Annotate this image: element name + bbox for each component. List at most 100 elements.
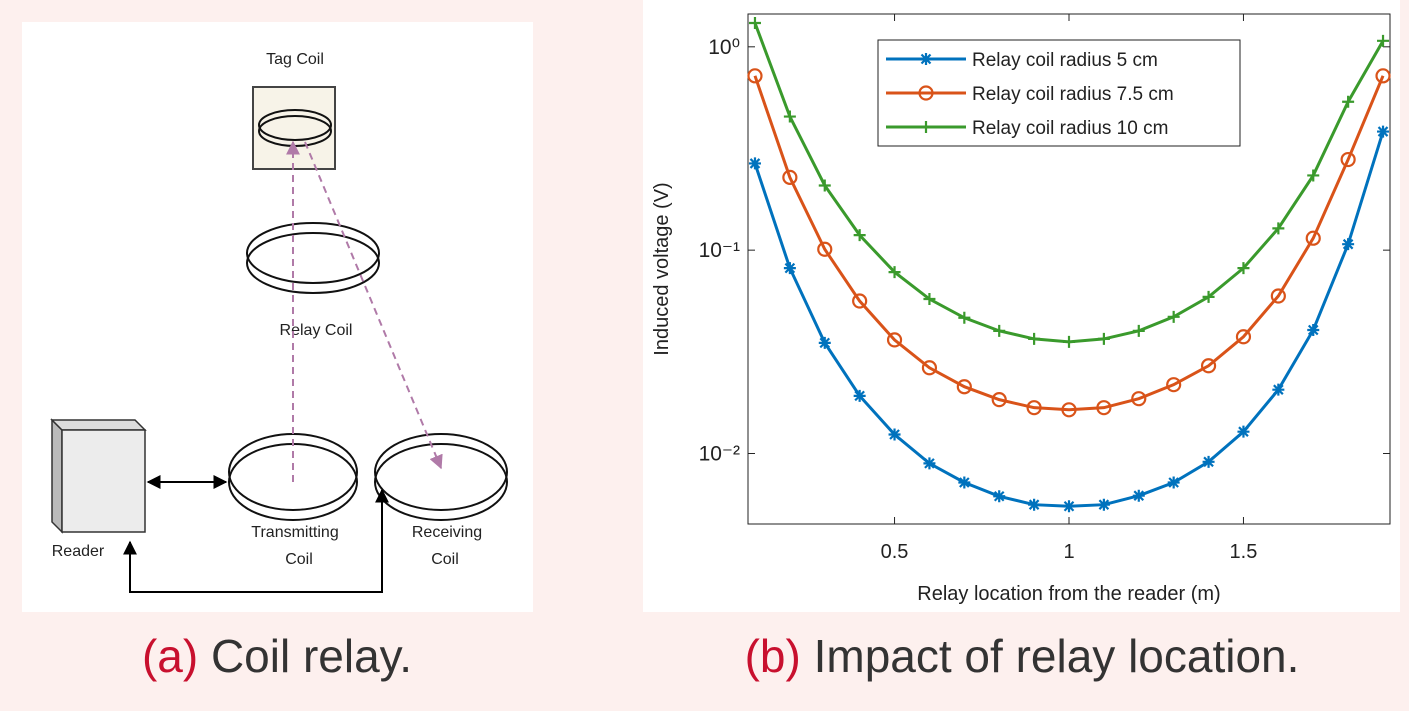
y-tick-label: 10⁻² [699,442,740,465]
marker [888,428,901,441]
caption-text: Impact of relay location. [814,630,1300,682]
marker-shape [1375,68,1391,84]
marker [747,68,763,84]
marker-shape [1377,125,1390,138]
marker-shape [923,293,936,306]
marker-shape [783,262,796,275]
marker-shape [1026,400,1042,416]
marker [923,293,936,306]
marker [1028,498,1041,511]
tag-coil-label: Tag Coil [266,51,324,68]
marker [1270,288,1286,304]
marker-shape [958,311,971,324]
marker [1377,125,1390,138]
marker [956,379,972,395]
marker-shape [748,16,761,29]
marker [888,266,901,279]
marker-shape [1200,358,1217,374]
marker [748,157,761,170]
diagram: Tag Coil Relay Coil Reader Transmitting … [22,22,533,612]
relay-coil [246,222,380,284]
marker [1202,455,1215,468]
relay-coil [246,232,380,294]
marker-shape [958,476,971,489]
marker-shape [818,179,831,192]
marker-shape [747,68,763,84]
marker [1377,34,1390,47]
legend: Relay coil radius 5 cm Relay coil radius … [877,39,1241,147]
marker [1063,500,1075,513]
marker-shape [888,266,901,279]
marker-shape [1166,377,1182,393]
marker-shape [886,332,903,348]
marker-shape [1342,95,1355,108]
marker [1132,489,1145,502]
caption: (a) Coil relay. [142,630,412,682]
x-tick-label: 1 [1063,541,1074,563]
marker [1272,222,1285,235]
marker-shape [993,490,1006,503]
marker [1132,324,1145,337]
marker-shape [1307,323,1320,336]
series-line [753,75,1385,412]
reader-label: Reader [52,543,105,560]
marker-shape [852,293,868,309]
marker-shape [1342,238,1355,251]
marker-shape [1235,329,1252,345]
marker [818,179,831,192]
marker [920,53,932,65]
marker [1063,335,1075,348]
marker-shape [853,389,866,402]
marker-shape [1305,230,1321,246]
caption: (b) Impact of relay location. [745,630,1300,682]
caption-label: (a) [142,630,198,682]
reader-top [50,419,147,431]
legend-label: Relay coil radius 10 cm [972,118,1168,139]
tag-coil [258,109,332,141]
marker-shape [1340,151,1356,168]
marker [1342,238,1355,251]
x-tick-label: 0.5 [881,541,909,563]
marker [1237,262,1250,275]
marker [1305,230,1321,246]
marker-shape [1096,400,1112,416]
x-axis-label: Relay location from the reader (m) [917,583,1220,605]
marker-shape [923,457,936,470]
marker-shape [1131,391,1147,407]
marker [958,476,971,489]
marker-shape [1202,455,1215,468]
y-tick-label: 10⁰ [708,36,740,59]
marker [1340,151,1356,168]
marker [1026,400,1042,416]
marker-shape [1307,169,1320,182]
marker [1096,400,1112,416]
marker [1237,425,1250,438]
marker-shape [920,121,932,133]
marker [1167,310,1180,323]
marker [993,324,1006,337]
marker [748,16,761,29]
marker-shape [991,392,1007,408]
marker-shape [1132,324,1145,337]
rx-coil [374,443,508,521]
marker [1307,323,1320,336]
marker-shape [1237,425,1250,438]
marker [1375,68,1391,84]
marker-shape [1272,222,1285,235]
marker-shape [1270,288,1286,304]
legend-label: Relay coil radius 7.5 cm [972,84,1174,105]
y-tick-label: 10⁻¹ [699,239,740,262]
tx-label: Coil [285,551,313,568]
marker-shape [1061,402,1077,418]
marker-shape [818,336,831,349]
marker-shape [1028,332,1041,345]
marker-shape [782,169,798,185]
marker [1342,95,1355,108]
rx-label: Receiving [412,524,482,541]
marker [1200,358,1217,374]
marker-shape [1063,335,1075,348]
x-tick-label: 1.5 [1230,541,1258,563]
marker [782,169,798,185]
